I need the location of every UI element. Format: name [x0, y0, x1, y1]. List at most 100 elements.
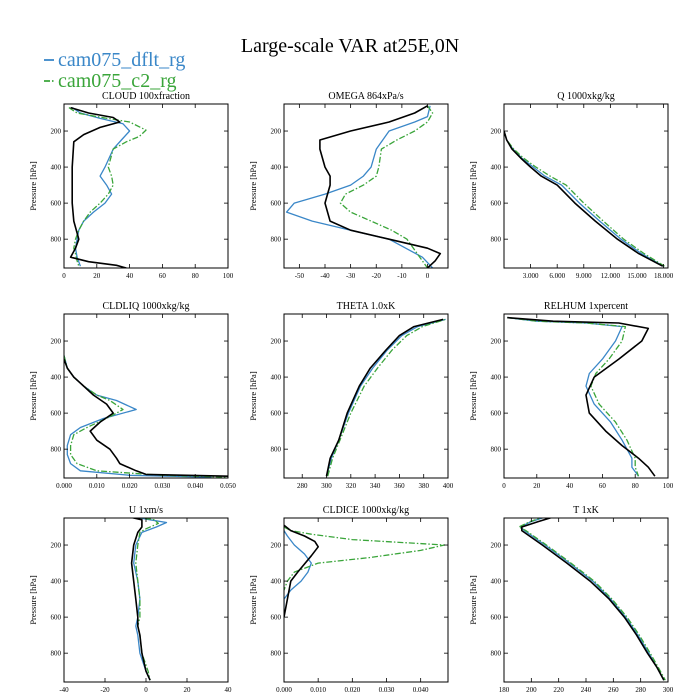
series-line-2 [325, 318, 444, 477]
y-tick-label: 800 [491, 446, 502, 454]
panel-title: CLOUD 100xfraction [102, 91, 190, 102]
y-axis-label: Pressure [hPa] [468, 371, 478, 421]
series-line-2 [129, 518, 151, 681]
y-tick-label: 600 [271, 410, 282, 418]
series-line-0 [519, 518, 665, 681]
panel-4: THETA 1.0xK Pressure [hPa] 280 300 320 340 360… [248, 301, 454, 490]
x-tick-label: 340 [370, 482, 381, 490]
x-tick-label: 0.020 [344, 686, 360, 694]
plot-frame [503, 313, 669, 479]
x-tick-label: 280 [635, 686, 646, 694]
legend-label-0: cam075_dflt_rg [58, 49, 185, 71]
y-tick-label: 800 [491, 236, 502, 244]
x-tick-label: -20 [372, 272, 382, 280]
series-line-1 [518, 518, 666, 681]
y-axis-label: Pressure [hPa] [28, 575, 38, 625]
panel-3: CLDLIQ 1000xkg/kg Pressure [hPa] 0.000 0.01… [28, 301, 236, 490]
y-tick-label: 600 [51, 410, 62, 418]
series-line-0 [325, 318, 446, 477]
x-tick-label: 60 [159, 272, 167, 280]
y-tick-label: 400 [51, 578, 62, 586]
x-tick-label: 18.000 [654, 272, 674, 280]
y-axis-label: Pressure [hPa] [468, 575, 478, 625]
x-tick-label: 200 [526, 686, 537, 694]
x-tick-label: 20 [93, 272, 101, 280]
y-tick-label: 200 [51, 542, 62, 550]
y-tick-label: 200 [271, 338, 282, 346]
y-axis-label: Pressure [hPa] [248, 371, 258, 421]
y-tick-label: 200 [491, 128, 502, 136]
x-tick-label: -40 [59, 686, 69, 694]
panels: CLOUD 100xfraction Pressure [hPa] 0 20 40 60 8… [28, 91, 674, 694]
series-line-2 [69, 106, 127, 268]
x-tick-label: 280 [297, 482, 308, 490]
x-tick-label: 80 [632, 482, 640, 490]
panel-title: Q 1000xkg/kg [557, 91, 615, 102]
panel-8: T 1xK Pressure [hPa] 180 200 220 240 260 280 300… [468, 505, 674, 694]
y-tick-label: 200 [271, 542, 282, 550]
series-group [504, 130, 665, 267]
y-axis-label: Pressure [hPa] [28, 161, 38, 211]
x-tick-label: 20 [533, 482, 541, 490]
y-tick-label: 800 [271, 650, 282, 658]
series-group [325, 318, 446, 477]
y-tick-label: 400 [491, 164, 502, 172]
series-line-2 [64, 358, 228, 477]
series-line-2 [319, 105, 442, 268]
series-line-1 [135, 518, 159, 681]
y-tick-label: 400 [271, 374, 282, 382]
x-tick-label: -30 [346, 272, 356, 280]
y-tick-label: 400 [51, 164, 62, 172]
series-group [518, 518, 666, 681]
y-tick-label: 800 [271, 446, 282, 454]
x-tick-label: 240 [581, 686, 592, 694]
panel-title: U 1xm/s [129, 505, 163, 516]
x-tick-label: -20 [100, 686, 110, 694]
plot-frame [283, 313, 449, 479]
plot-frame [283, 517, 449, 683]
y-tick-label: 800 [271, 236, 282, 244]
x-tick-label: 0 [502, 482, 506, 490]
series-line-1 [327, 318, 446, 477]
plot-frame [503, 103, 669, 269]
y-tick-label: 600 [491, 410, 502, 418]
panel-title: RELHUM 1xpercent [544, 301, 628, 312]
series-group [284, 524, 446, 618]
series-group [64, 355, 228, 478]
x-tick-label: 0.050 [220, 482, 236, 490]
panel-title: CLDLIQ 1000xkg/kg [103, 301, 190, 312]
y-axis-label: Pressure [hPa] [468, 161, 478, 211]
x-tick-label: 220 [553, 686, 564, 694]
series-line-1 [284, 526, 446, 591]
series-group [129, 518, 168, 681]
series-line-0 [284, 530, 312, 618]
legend-label-1: cam075_c2_rg [58, 70, 177, 92]
y-tick-label: 400 [271, 164, 282, 172]
series-line-1 [64, 355, 228, 478]
y-tick-label: 600 [271, 200, 282, 208]
x-tick-label: 0.040 [413, 686, 429, 694]
y-tick-label: 200 [491, 338, 502, 346]
y-tick-label: 200 [491, 542, 502, 550]
y-tick-label: 200 [271, 128, 282, 136]
series-line-0 [71, 107, 131, 267]
x-tick-label: 320 [346, 482, 357, 490]
x-tick-label: 0.030 [155, 482, 171, 490]
series-group [285, 105, 442, 268]
x-tick-label: 0 [426, 272, 430, 280]
x-tick-label: 100 [663, 482, 674, 490]
series-line-1 [339, 105, 434, 268]
y-tick-label: 800 [51, 446, 62, 454]
y-tick-label: 400 [491, 374, 502, 382]
y-tick-label: 400 [271, 578, 282, 586]
series-line-0 [133, 518, 168, 681]
x-tick-label: 60 [599, 482, 607, 490]
x-tick-label: 20 [184, 686, 192, 694]
x-tick-label: 40 [126, 272, 134, 280]
x-tick-label: 12.000 [601, 272, 621, 280]
panel-title: CLDICE 1000xkg/kg [323, 505, 409, 516]
x-tick-label: 260 [608, 686, 619, 694]
y-tick-label: 400 [51, 374, 62, 382]
y-axis-label: Pressure [hPa] [248, 161, 258, 211]
